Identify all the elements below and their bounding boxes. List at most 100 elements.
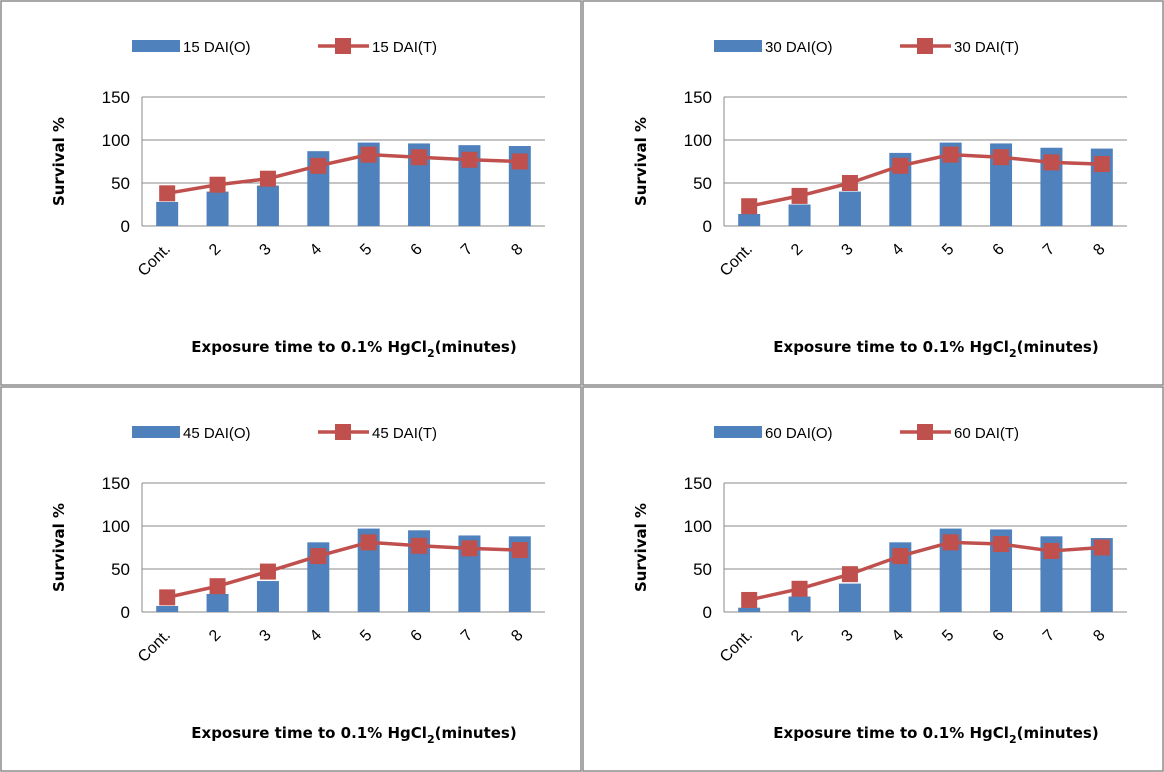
y-tick-label: 0 bbox=[121, 603, 130, 622]
legend-label: 60 DAI(T) bbox=[954, 425, 1019, 442]
line-marker bbox=[841, 175, 858, 191]
x-axis-label: Exposure time to 0.1% HgCl2(minutes) bbox=[773, 724, 1098, 746]
x-tick-label: 3 bbox=[256, 627, 274, 645]
legend: 45 DAI(O) 45 DAI(T) bbox=[132, 424, 437, 442]
x-tick-label: 2 bbox=[206, 627, 224, 645]
bar bbox=[838, 191, 861, 226]
y-axis-label: Survival % bbox=[632, 117, 650, 206]
x-tick-label: 4 bbox=[307, 241, 325, 259]
x-axis-label: Exposure time to 0.1% HgCl2(minutes) bbox=[773, 338, 1098, 360]
line-marker bbox=[1093, 156, 1110, 173]
bar bbox=[838, 583, 861, 612]
chart-panel: 0 50 100 150 Cont. 2 3 4 5 6 7 8 Survival % Exposure … bbox=[0, 386, 582, 772]
legend-label: 30 DAI(O) bbox=[765, 39, 833, 56]
line-marker bbox=[892, 548, 909, 565]
chart-svg: 0 50 100 150 Cont. 2 3 4 5 6 7 8 Survival % Exposure … bbox=[0, 386, 582, 772]
line-marker bbox=[259, 170, 276, 187]
x-tick-label: 7 bbox=[458, 627, 476, 645]
legend-bar-swatch bbox=[132, 426, 180, 438]
bar bbox=[357, 142, 380, 226]
y-tick-label: 150 bbox=[102, 474, 130, 493]
y-tick-label: 0 bbox=[121, 217, 130, 236]
legend-label: 15 DAI(O) bbox=[183, 39, 251, 56]
line-marker bbox=[1043, 154, 1060, 171]
line-marker bbox=[942, 146, 959, 163]
line-marker bbox=[791, 187, 808, 204]
bar bbox=[738, 607, 761, 612]
y-tick-label: 100 bbox=[102, 517, 130, 536]
x-tick-label: 8 bbox=[1090, 627, 1108, 645]
line-marker bbox=[360, 534, 377, 551]
y-axis-label: Survival % bbox=[632, 503, 650, 592]
bar bbox=[788, 596, 811, 612]
series-line bbox=[748, 152, 1102, 208]
line-marker bbox=[993, 536, 1010, 553]
line-marker bbox=[511, 153, 528, 170]
bar bbox=[156, 605, 179, 612]
line-marker bbox=[791, 580, 808, 597]
line-marker bbox=[741, 198, 758, 215]
legend-marker bbox=[917, 38, 933, 54]
x-tick-label: Cont. bbox=[135, 627, 174, 666]
y-tick-label: 50 bbox=[111, 560, 130, 579]
x-tick-label: 8 bbox=[1090, 241, 1108, 259]
line-marker bbox=[209, 578, 226, 595]
chart-panel: 0 50 100 150 Cont. 2 3 4 5 6 7 8 Survival % Exposure … bbox=[582, 386, 1164, 772]
legend-label: 45 DAI(T) bbox=[372, 425, 437, 442]
legend-marker bbox=[335, 38, 351, 54]
line-marker bbox=[259, 563, 276, 580]
line-marker bbox=[511, 542, 528, 559]
y-tick-label: 100 bbox=[102, 131, 130, 150]
x-tick-label: 7 bbox=[1040, 241, 1058, 259]
y-tick-label: 0 bbox=[703, 603, 712, 622]
y-tick-label: 150 bbox=[684, 474, 712, 493]
panel-border bbox=[0, 0, 582, 386]
line-marker bbox=[892, 157, 909, 174]
legend-label: 30 DAI(T) bbox=[954, 39, 1019, 56]
chart-svg: 0 50 100 150 Cont. 2 3 4 5 6 7 8 Survival % Exposure … bbox=[582, 0, 1164, 386]
bar bbox=[256, 581, 279, 612]
legend: 30 DAI(O) 30 DAI(T) bbox=[714, 38, 1019, 56]
x-tick-label: 3 bbox=[838, 627, 856, 645]
chart-svg: 0 50 100 150 Cont. 2 3 4 5 6 7 8 Survival % Exposure … bbox=[582, 386, 1164, 772]
x-tick-label: 7 bbox=[1040, 627, 1058, 645]
line-marker bbox=[461, 151, 478, 168]
bar bbox=[1090, 538, 1113, 612]
x-tick-label: 8 bbox=[508, 241, 526, 259]
line-marker bbox=[1093, 539, 1110, 556]
y-tick-label: 50 bbox=[693, 560, 712, 579]
bar bbox=[206, 593, 229, 612]
x-axis-label: Exposure time to 0.1% HgCl2(minutes) bbox=[191, 724, 516, 746]
x-tick-label: Cont. bbox=[135, 241, 174, 280]
y-tick-label: 150 bbox=[102, 88, 130, 107]
x-tick-label: 4 bbox=[307, 627, 325, 645]
y-tick-label: 100 bbox=[684, 131, 712, 150]
series-line bbox=[748, 540, 1102, 602]
legend-marker bbox=[917, 424, 933, 440]
legend-bar-swatch bbox=[714, 426, 762, 438]
x-axis-label: Exposure time to 0.1% HgCl2(minutes) bbox=[191, 338, 516, 360]
chart-panel: 0 50 100 150 Cont. 2 3 4 5 6 7 8 Survival % Exposure … bbox=[582, 0, 1164, 386]
legend-marker bbox=[335, 424, 351, 440]
y-tick-label: 0 bbox=[703, 217, 712, 236]
x-tick-label: 6 bbox=[408, 241, 426, 259]
x-tick-label: 3 bbox=[256, 241, 274, 259]
line-marker bbox=[159, 589, 176, 606]
legend-label: 45 DAI(O) bbox=[183, 425, 251, 442]
x-tick-label: 6 bbox=[990, 627, 1008, 645]
x-tick-label: 2 bbox=[788, 241, 806, 259]
bar bbox=[939, 142, 962, 226]
legend: 15 DAI(O) 15 DAI(T) bbox=[132, 38, 437, 56]
x-tick-label: 7 bbox=[458, 241, 476, 259]
x-tick-label: 4 bbox=[889, 241, 907, 259]
series-line bbox=[166, 152, 520, 196]
x-tick-label: Cont. bbox=[717, 627, 756, 666]
x-tick-label: 4 bbox=[889, 627, 907, 645]
legend-bar-swatch bbox=[714, 40, 762, 52]
y-tick-label: 100 bbox=[684, 517, 712, 536]
legend-bar-swatch bbox=[132, 40, 180, 52]
x-tick-label: 5 bbox=[357, 627, 375, 645]
panel-border bbox=[582, 0, 1164, 386]
line-marker bbox=[461, 540, 478, 557]
